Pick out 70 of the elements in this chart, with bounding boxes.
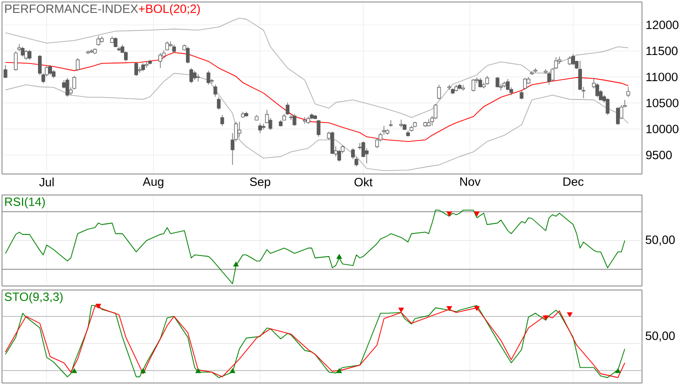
candlestick: [437, 84, 441, 100]
y-tick-label: 9500: [646, 150, 672, 160]
y-tick-label: 12000: [646, 20, 678, 30]
candlestick: [262, 124, 266, 130]
candlestick: [220, 114, 224, 126]
line-series: [5, 72, 629, 172]
text: 50,00: [646, 332, 675, 342]
point: [474, 306, 480, 312]
candlestick: [330, 131, 334, 154]
chart-title: PERFORMANCE-INDEX: [5, 4, 138, 14]
candlestick: [28, 50, 32, 60]
candlestick: [158, 52, 162, 68]
candlestick: [76, 58, 80, 72]
point: [446, 306, 452, 312]
candlestick: [216, 96, 221, 110]
candlestick: [14, 51, 18, 72]
point: [71, 368, 78, 374]
candlestick: [206, 70, 210, 86]
y-tick-label: 10500: [646, 98, 678, 108]
candlestick: [192, 70, 197, 80]
y-tick-label: 11500: [646, 46, 678, 56]
candlestick: [506, 78, 510, 91]
candlestick: [292, 114, 296, 126]
point: [566, 312, 573, 318]
line-series: [5, 18, 629, 118]
candlestick: [626, 86, 630, 98]
point: [336, 368, 342, 374]
candlestick: [213, 84, 218, 98]
candlestick: [547, 72, 551, 86]
chart-title: STO(9,3,3): [4, 292, 63, 304]
candlestick: [238, 121, 242, 138]
x-tick-label: Jul: [39, 178, 54, 186]
candlestick: [96, 36, 100, 46]
x-tick-label: Sep: [250, 178, 270, 188]
chart-subtitle: +BOL(20;2): [138, 4, 200, 16]
candlestick: [523, 78, 527, 90]
candlestick: [4, 64, 8, 78]
candlestick: [48, 64, 52, 76]
candlestick: [616, 106, 620, 126]
candlestick: [134, 62, 138, 76]
candlestick: [496, 76, 500, 88]
y-tick-label: 11000: [646, 72, 678, 82]
candlestick: [472, 78, 476, 92]
candlestick: [316, 120, 320, 138]
point: [542, 315, 548, 320]
candlestick: [478, 78, 482, 88]
candlestick: [606, 98, 610, 116]
candlestick: [144, 62, 148, 68]
point: [398, 308, 404, 313]
y-tick-label: 10000: [646, 124, 678, 134]
candlestick: [24, 50, 28, 60]
candlestick: [114, 37, 118, 48]
candlestick: [20, 46, 24, 58]
x-tick-label: Okt: [354, 178, 373, 186]
x-tick-label: Dec: [564, 178, 584, 186]
candlestick: [258, 123, 262, 134]
chart-title: RSI(14): [5, 197, 45, 208]
candlestick: [66, 78, 70, 98]
point: [230, 368, 236, 374]
candlestick: [189, 68, 194, 84]
point: [96, 304, 102, 309]
point: [195, 368, 201, 374]
point: [140, 368, 146, 374]
candlestick: [186, 46, 190, 64]
candlestick: [382, 126, 386, 136]
point: [615, 368, 621, 374]
x-tick-label: Aug: [142, 178, 164, 188]
candlestick: [571, 54, 576, 66]
text: 50,00: [646, 236, 675, 246]
x-tick-label: Nov: [460, 178, 481, 186]
